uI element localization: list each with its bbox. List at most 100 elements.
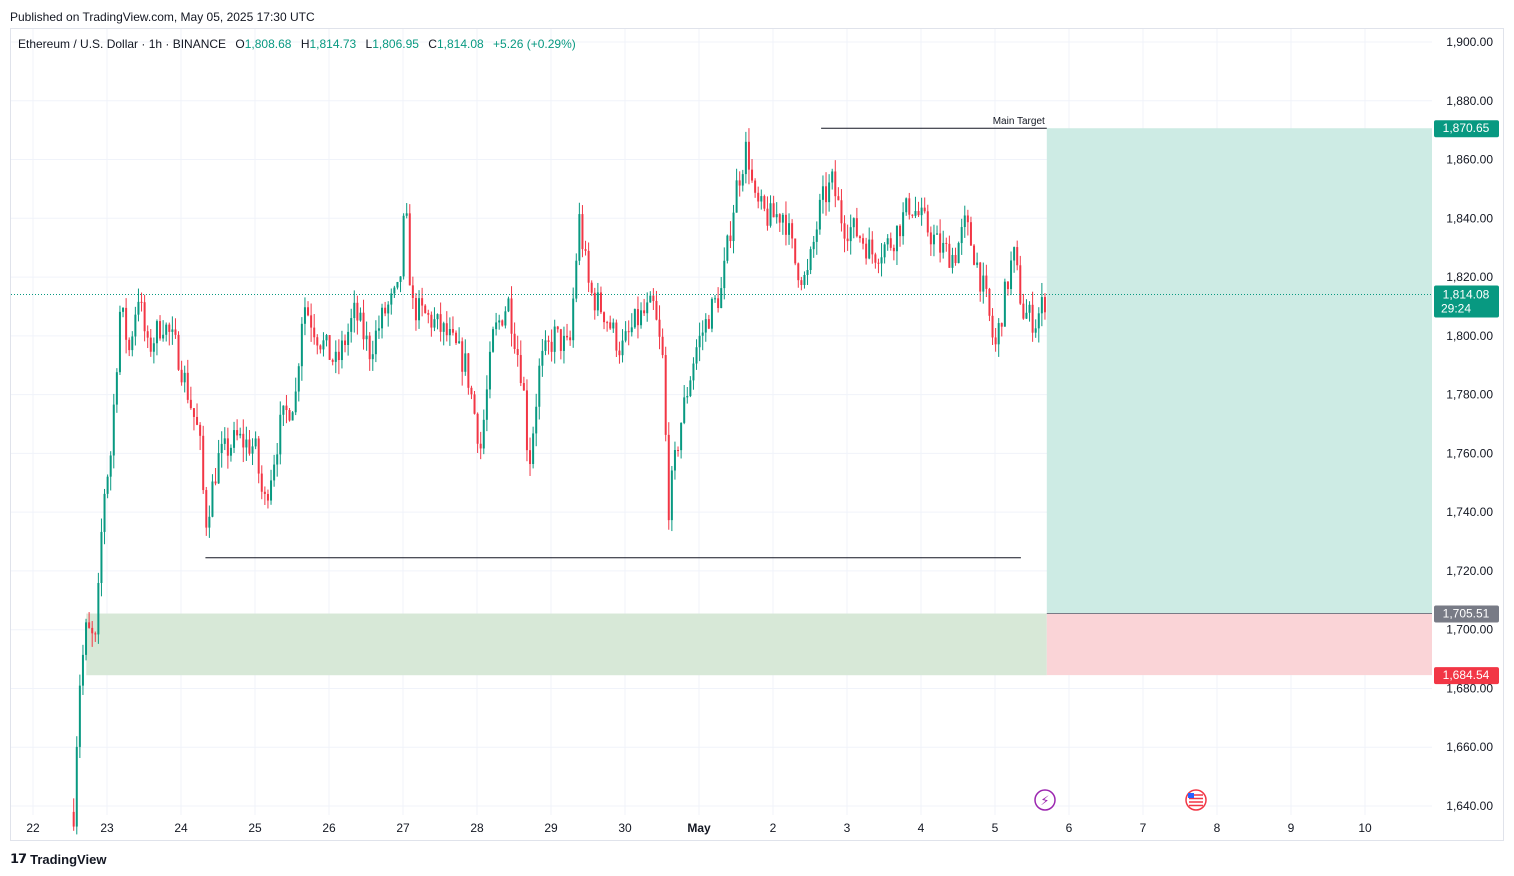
symbol-title: Ethereum / U.S. Dollar · 1h · BINANCE [18,37,227,51]
low-label: L [365,37,373,51]
candle-body [994,337,997,345]
candle-body [183,372,186,383]
time-tick-label: 4 [918,821,925,835]
candle-body [556,326,559,330]
time-tick-label: 10 [1358,821,1372,835]
candle-body [507,298,510,312]
target-zone [1046,128,1432,614]
time-tick-label: 23 [100,821,114,835]
time-tick-label: 5 [992,821,999,835]
candle-body [288,410,291,421]
tradingview-logo[interactable]: 𝟭𝟳 TradingView [10,851,106,867]
candle-body [772,203,775,218]
candle-body [75,746,78,827]
candle-body [680,422,683,451]
candle-body [266,493,269,501]
candle-body [501,320,504,326]
candle-body [877,262,880,264]
candle-body [445,323,448,336]
candle-body [470,387,473,395]
time-tick-label: 8 [1214,821,1221,835]
candle-body [843,223,846,239]
open-value: 1,808.68 [244,37,292,51]
candle-body [1028,304,1031,313]
candle-body [547,340,550,342]
candle-body [849,227,852,242]
candle-body [473,394,476,414]
candle-body [340,340,343,361]
tradingview-logo-icon: 𝟭𝟳 [10,851,27,866]
candle-body [180,369,183,383]
candle-body [590,282,593,293]
candle-body [655,300,658,320]
countdown-tag: 29:24 [1441,301,1471,315]
candle-body [704,319,707,333]
candle-body [578,214,581,261]
candle-body [297,366,300,392]
candle-body [686,396,689,398]
candle-body [368,335,371,360]
candle-body [276,454,279,465]
candle-body [846,238,849,242]
candle-body [78,685,81,747]
candle-body [932,234,935,245]
time-tick-label: 24 [174,821,188,835]
candle-body [387,304,390,314]
price-tick-label: 1,660.00 [1446,740,1493,754]
candle-body [254,438,257,447]
candle-body [544,340,547,351]
candle-body [862,238,865,244]
candle-body [575,260,578,299]
candle-body [356,302,359,321]
candle-body [606,322,609,324]
candle-body [282,405,285,415]
candle-body [310,315,313,328]
candle-body [140,301,143,303]
candle-body [476,413,479,444]
candle-body [257,438,260,474]
candle-body [393,287,396,294]
candle-body [643,310,646,314]
time-tick-label: 3 [844,821,851,835]
target-price-tag: 1,870.65 [1443,121,1490,135]
candle-body [710,298,713,329]
candle-body [159,321,162,339]
candle-body [134,314,137,337]
candle-body [464,353,467,372]
stop-price-tag: 1,684.54 [1443,668,1490,682]
candle-body [988,288,991,316]
candle-body [1037,313,1040,329]
candle-body [852,218,855,228]
candle-body [118,311,121,373]
high-label: H [300,37,310,51]
candle-body [911,214,914,216]
candle-body [374,330,377,355]
candle-body [581,214,584,250]
candle-body [202,435,205,491]
candle-body [825,186,828,203]
candle-body [559,329,562,351]
price-tick-label: 1,700.00 [1446,623,1493,637]
candle-body [233,430,236,448]
candle-body [174,329,177,335]
candle-body [467,353,470,388]
candle-body [488,351,491,390]
price-tick-label: 1,740.00 [1446,505,1493,519]
candle-body [162,334,165,339]
candle-body [599,292,602,313]
candle-body [735,180,738,213]
candle-body [871,239,874,255]
candle-body [584,249,587,251]
candle-body [248,439,251,454]
candle-body [865,243,868,259]
candle-body [236,430,239,436]
candle-body [689,380,692,397]
candle-body [353,302,356,319]
candle-body [492,329,495,352]
candle-body [812,241,815,250]
candle-body [319,345,322,350]
candle-body [1000,323,1003,327]
candle-body [550,341,553,352]
candle-body [325,335,328,341]
